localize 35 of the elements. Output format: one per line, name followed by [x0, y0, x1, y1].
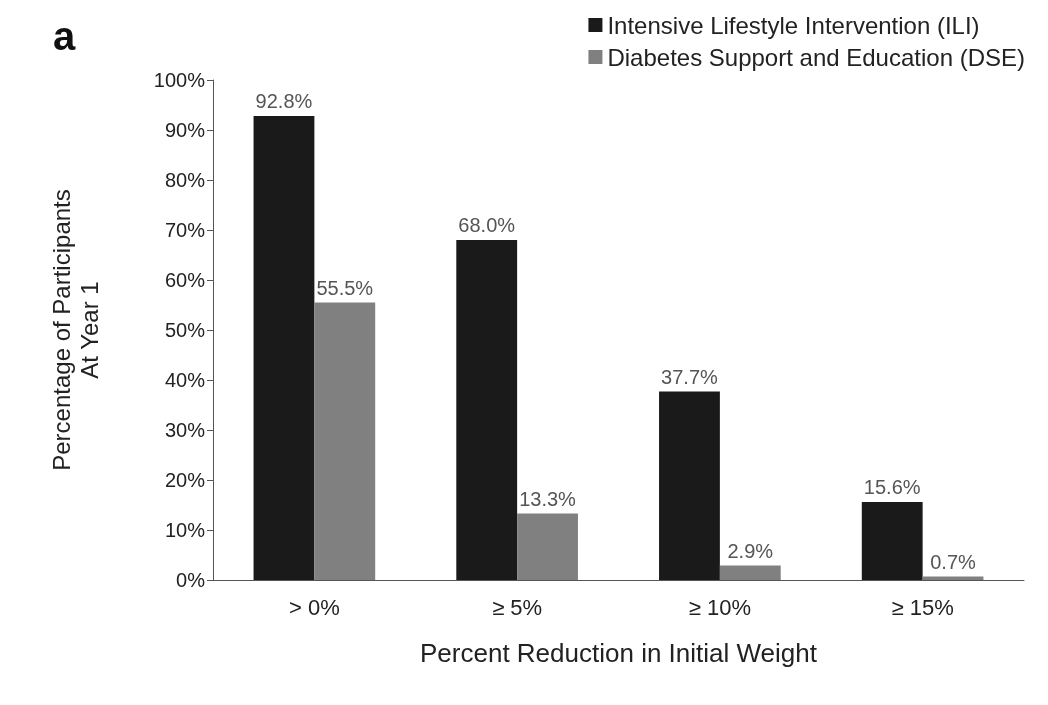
y-tick-label: 0%	[176, 569, 206, 591]
data-label: 13.3%	[519, 487, 577, 510]
y-tick-label: 60%	[164, 269, 206, 291]
legend-label: Intensive Lifestyle Intervention (ILI)	[607, 11, 980, 39]
y-tick-label: 20%	[164, 469, 206, 491]
data-label: 55.5%	[316, 276, 374, 299]
data-label: 37.7%	[661, 365, 719, 388]
x-tick-label: ≥ 5%	[492, 594, 543, 620]
bar	[659, 391, 720, 580]
bar	[253, 116, 315, 580]
bar	[719, 565, 781, 580]
y-tick-label: 80%	[164, 169, 206, 191]
y-axis-title: Percentage of Participants At Year 1	[47, 189, 103, 471]
y-tick-label: 100%	[153, 69, 206, 91]
bar	[314, 302, 376, 580]
data-label: 2.9%	[727, 539, 774, 562]
x-tick-label: > 0%	[288, 594, 340, 620]
y-tick-label: 40%	[164, 369, 206, 391]
x-tick-label: ≥ 15%	[891, 594, 954, 620]
data-label: 0.7%	[930, 550, 977, 573]
x-axis-title: Percent Reduction in Initial Weight	[420, 638, 818, 668]
y-tick-label: 90%	[164, 119, 206, 141]
y-tick-label: 50%	[164, 319, 206, 341]
data-label: 68.0%	[458, 214, 516, 236]
bar	[861, 502, 923, 580]
y-tick-label: 10%	[164, 519, 206, 541]
bar	[517, 513, 578, 580]
data-label: 15.6%	[863, 476, 921, 498]
data-label: 92.8%	[255, 90, 313, 112]
legend-label: Diabetes Support and Education (DSE)	[607, 43, 1025, 71]
bar	[456, 240, 518, 580]
y-tick-label: 30%	[164, 419, 206, 441]
text: a	[53, 14, 76, 58]
x-tick-label: ≥ 10%	[688, 594, 751, 620]
y-tick-label: 70%	[164, 219, 206, 241]
